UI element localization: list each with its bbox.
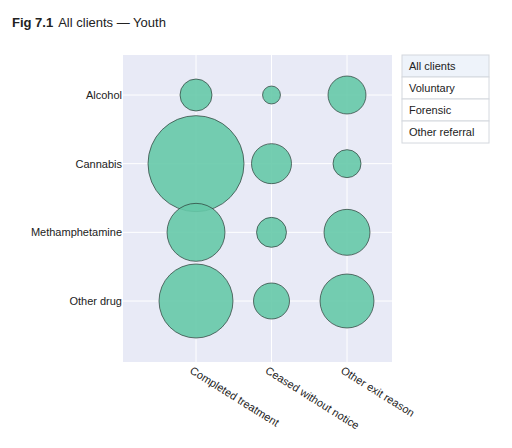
y-tick-label: Methamphetamine: [31, 226, 122, 238]
chart: Fig 7.1 All clients — Youth Alcohol Cannabi…: [0, 0, 512, 448]
bubble: [324, 209, 370, 255]
bubble: [254, 283, 290, 319]
filter-buttons: All clients Voluntary Forensic Other referr…: [402, 55, 489, 143]
y-tick: Other drug: [69, 295, 122, 307]
grid: [123, 55, 392, 362]
bubble: [252, 144, 292, 184]
y-tick-label: Cannabis: [76, 158, 123, 170]
x-tick-label: Other exit reason: [339, 364, 417, 419]
bubbles: [148, 76, 374, 338]
button-label[interactable]: Other referral: [409, 126, 474, 138]
y-tick: Methamphetamine: [31, 226, 122, 238]
x-axis: Completed treatmentCeased without notice…: [188, 364, 417, 432]
button-label[interactable]: All clients: [409, 60, 456, 72]
y-axis: Alcohol Cannabis Methamphetamine Other drug: [31, 89, 123, 307]
filter-button[interactable]: Other referral: [402, 121, 489, 143]
bubble: [263, 86, 281, 104]
button-box[interactable]: [402, 77, 489, 99]
filter-button[interactable]: Voluntary: [402, 77, 489, 99]
filter-button[interactable]: Forensic: [402, 99, 489, 121]
button-box[interactable]: [402, 121, 489, 143]
filter-button[interactable]: All clients: [402, 55, 489, 77]
y-tick: Cannabis: [76, 158, 123, 170]
bubble: [180, 79, 212, 111]
button-box[interactable]: [402, 55, 489, 77]
bubble: [159, 264, 233, 338]
bubble: [148, 116, 244, 212]
plot-background: [123, 55, 392, 362]
x-tick: Other exit reason: [339, 364, 417, 419]
bubble: [167, 203, 225, 261]
button-label[interactable]: Voluntary: [409, 82, 455, 94]
bubble: [328, 76, 366, 114]
y-tick-label: Other drug: [69, 295, 122, 307]
button-box[interactable]: [402, 99, 489, 121]
bubble: [257, 217, 287, 247]
y-tick-label: Alcohol: [86, 89, 122, 101]
title: Fig 7.1: [12, 15, 53, 30]
bubble: [333, 150, 361, 178]
button-label[interactable]: Forensic: [409, 104, 452, 116]
bubble: [320, 274, 374, 328]
y-tick: Alcohol: [86, 89, 122, 101]
title-line: Fig 7.1 All clients — Youth: [12, 15, 166, 30]
subtitle: All clients — Youth: [58, 15, 166, 30]
